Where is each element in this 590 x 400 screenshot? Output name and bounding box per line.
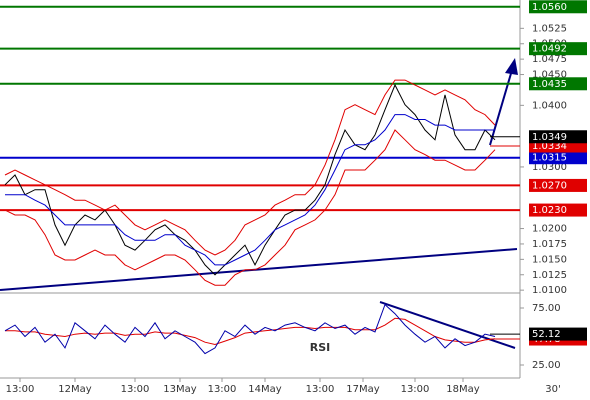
marker-label: 52.12 (532, 329, 561, 340)
level-label: 1.0230 (532, 205, 567, 216)
y-tick-label: 1.0100 (532, 285, 567, 296)
x-tick-label: 13:00 (401, 384, 430, 395)
series-line (4, 83, 496, 276)
level-box (529, 42, 587, 56)
level-label: 1.0560 (532, 2, 567, 13)
series-line (5, 114, 495, 266)
y-tick-label: 1.0200 (532, 224, 567, 235)
y-tick-label: 1.0450 (532, 70, 567, 81)
x-tick-label: 17May (346, 384, 379, 395)
level-label: 1.0492 (532, 44, 567, 55)
arrow-shaft (489, 69, 513, 146)
series-line (4, 79, 496, 256)
y-tick-label: 1.0400 (532, 100, 567, 111)
y-tick-label: 1.0525 (532, 23, 567, 34)
level-label: 1.0270 (532, 180, 567, 191)
y-tick-label: 1.0150 (532, 254, 567, 265)
level-label: 1.0315 (532, 153, 567, 164)
y-tick-label: 1.0300 (532, 162, 567, 173)
x-tick-label: 18May (446, 384, 479, 395)
level-box (529, 151, 587, 165)
rsi-title: RSI (310, 341, 331, 354)
y-tick-label: 75.00 (532, 303, 561, 314)
level-box (529, 77, 587, 91)
level-label: 1.0435 (532, 79, 567, 90)
series-line (4, 129, 496, 286)
marker-box (529, 327, 587, 341)
timeframe: 30' (545, 384, 560, 395)
trend-line (0, 248, 518, 291)
series-line (4, 303, 496, 355)
y-tick-label: 1.0125 (532, 270, 567, 281)
x-tick-label: 14May (248, 384, 281, 395)
y-tick-label: 1.0475 (532, 54, 567, 65)
y-tick-label: 1.0175 (532, 239, 567, 250)
x-tick-label: 13May (163, 384, 196, 395)
level-box (529, 203, 587, 217)
arrow-head (505, 58, 518, 75)
y-tick-label: 25.00 (532, 360, 561, 371)
marker-label: 1.0334 (532, 141, 567, 152)
x-tick-label: 12May (58, 384, 91, 395)
x-tick-label: 13:00 (208, 384, 237, 395)
x-tick-label: 13:00 (306, 384, 335, 395)
marker-label: 1.0349 (532, 132, 567, 143)
rsi-trend-line (379, 301, 516, 349)
marker-box (529, 130, 587, 144)
series-line (5, 317, 496, 346)
level-box (529, 0, 587, 14)
x-tick-label: 13:00 (6, 384, 35, 395)
x-tick-label: 13:00 (121, 384, 150, 395)
level-box (529, 178, 587, 192)
